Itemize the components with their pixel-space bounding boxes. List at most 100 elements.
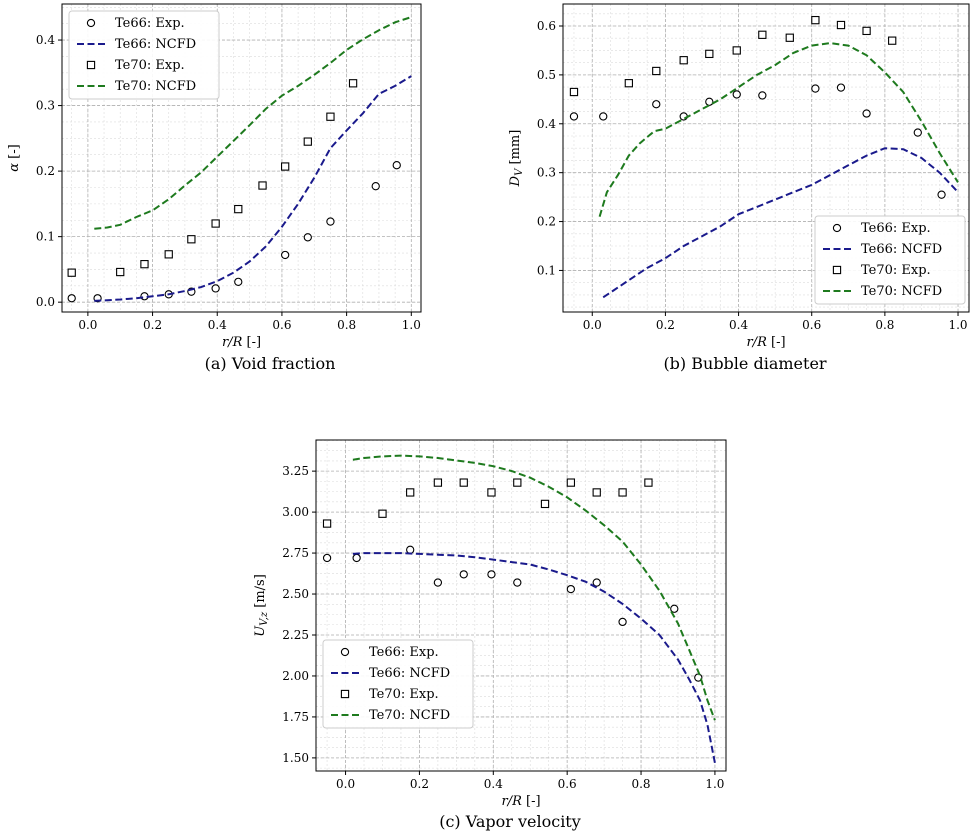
legend-entry: Te66: NCFD bbox=[115, 37, 196, 52]
legend-entry: Te70: NCFD bbox=[115, 79, 196, 94]
legend-marker bbox=[86, 18, 96, 28]
grid bbox=[563, 4, 969, 312]
data-point bbox=[705, 49, 714, 59]
y-tick-label: 0.5 bbox=[537, 68, 556, 82]
data-point bbox=[836, 83, 846, 92]
legend-marker bbox=[340, 689, 350, 699]
data-point bbox=[187, 235, 196, 244]
legend: Te66: Exp. Te66: NCFD Te70: Exp. Te70: NCFD bbox=[322, 639, 474, 729]
data-point bbox=[566, 478, 576, 487]
data-point bbox=[652, 66, 661, 76]
data-point bbox=[732, 46, 741, 55]
y-tick-label: 0.4 bbox=[36, 33, 55, 47]
data-point bbox=[303, 233, 312, 242]
data-point bbox=[569, 112, 579, 121]
data-point bbox=[164, 290, 173, 299]
data-point bbox=[487, 570, 496, 579]
data-point bbox=[592, 488, 601, 497]
y-tick-label: 0.6 bbox=[537, 19, 556, 33]
data-point bbox=[679, 56, 688, 65]
series-points-te66-exp bbox=[322, 545, 703, 682]
x-tick-label: 0.6 bbox=[802, 318, 821, 332]
data-point bbox=[116, 267, 125, 277]
caption-a: (a) Void fraction bbox=[204, 354, 336, 373]
series-points-te70-exp bbox=[322, 478, 653, 528]
y-tick-label: 3.25 bbox=[282, 464, 309, 478]
x-tick-label: 1.0 bbox=[705, 777, 724, 791]
y-tick-label: 1.50 bbox=[282, 751, 309, 765]
x-tick-label: 0.0 bbox=[583, 318, 602, 332]
x-tick-label: 0.4 bbox=[484, 777, 503, 791]
data-point bbox=[140, 292, 149, 301]
data-point bbox=[862, 109, 871, 118]
legend-entry: Te66: NCFD bbox=[369, 666, 450, 681]
plot-frame bbox=[562, 3, 970, 313]
data-point bbox=[140, 260, 149, 269]
series-points-te66-exp bbox=[67, 161, 401, 303]
data-point bbox=[836, 20, 846, 30]
data-point bbox=[599, 112, 608, 121]
x-axis-label: r/R [-] bbox=[501, 794, 540, 809]
legend-entry: Te66: NCFD bbox=[861, 242, 942, 257]
x-tick-label: 0.2 bbox=[143, 318, 162, 332]
data-point bbox=[67, 294, 76, 303]
y-tick-label: 0.0 bbox=[36, 295, 55, 309]
legend-marker bbox=[832, 223, 842, 233]
x-tick-label: 0.4 bbox=[208, 318, 227, 332]
data-point bbox=[406, 545, 415, 554]
data-point bbox=[618, 617, 627, 627]
data-point bbox=[888, 36, 897, 45]
x-tick-label: 1.0 bbox=[948, 318, 967, 332]
x-tick-label: 0.0 bbox=[336, 777, 355, 791]
data-point bbox=[705, 97, 714, 106]
data-point bbox=[513, 478, 522, 487]
x-tick-label: 1.0 bbox=[402, 318, 421, 332]
y-tick-label: 0.3 bbox=[36, 99, 55, 113]
y-tick-label: 2.00 bbox=[282, 669, 309, 683]
data-point bbox=[322, 519, 332, 528]
legend-entry: Te66: Exp. bbox=[861, 221, 931, 236]
legend-entry: Te70: Exp. bbox=[115, 58, 185, 73]
data-point bbox=[281, 250, 290, 260]
x-tick-label: 0.6 bbox=[272, 318, 291, 332]
plot-frame bbox=[61, 3, 422, 313]
legend-entry: Te70: Exp. bbox=[861, 263, 931, 278]
caption-b: (b) Bubble diameter bbox=[663, 354, 827, 373]
data-point bbox=[913, 128, 922, 137]
data-point bbox=[937, 190, 946, 199]
grid bbox=[316, 440, 726, 771]
data-point bbox=[487, 488, 496, 497]
x-tick-label: 0.0 bbox=[78, 318, 97, 332]
legend-entry: Te70: Exp. bbox=[369, 687, 439, 702]
data-point bbox=[392, 161, 401, 170]
data-point bbox=[732, 90, 741, 99]
series-points-te70-exp bbox=[67, 79, 358, 277]
data-point bbox=[164, 250, 173, 259]
x-axis-label: r/R [-] bbox=[746, 335, 785, 350]
data-point bbox=[811, 15, 820, 25]
data-point bbox=[67, 268, 76, 277]
x-tick-label: 0.8 bbox=[631, 777, 650, 791]
x-tick-label: 0.8 bbox=[875, 318, 894, 332]
data-point bbox=[322, 553, 332, 563]
y-tick-label: 2.50 bbox=[282, 587, 309, 601]
data-point bbox=[540, 499, 550, 509]
y-tick-label: 1.75 bbox=[282, 710, 309, 724]
y-axis-label: UV,z [m/s] bbox=[253, 574, 270, 637]
legend-entry: Te66: Exp. bbox=[369, 645, 439, 660]
data-point bbox=[811, 84, 820, 93]
data-point bbox=[348, 79, 358, 88]
series-line-te66-ncfd bbox=[352, 552, 716, 763]
series-line-te70-ncfd bbox=[598, 42, 959, 217]
data-point bbox=[211, 284, 220, 293]
data-point bbox=[652, 100, 661, 109]
y-axis-label: α [-] bbox=[7, 144, 22, 171]
data-point bbox=[679, 112, 688, 121]
data-point bbox=[862, 26, 871, 36]
legend-entry: Te70: NCFD bbox=[861, 284, 942, 299]
x-tick-label: 0.2 bbox=[656, 318, 675, 332]
